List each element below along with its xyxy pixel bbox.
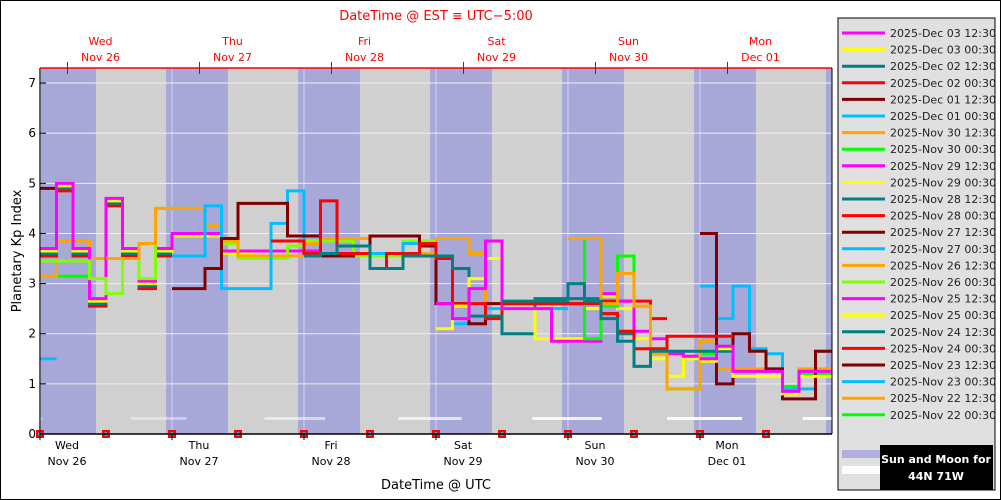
x-tick-day: Fri xyxy=(324,439,337,452)
top-tick-date: Nov 30 xyxy=(609,51,648,64)
legend-label: 2025-Nov 24 12:30 xyxy=(890,326,996,339)
sun-moon-location: 44N 71W xyxy=(908,470,964,483)
sun-moon-box xyxy=(880,445,993,490)
night-shade xyxy=(694,68,756,434)
x-tick-date: Nov 28 xyxy=(312,455,351,468)
y-tick-label: 0 xyxy=(28,427,36,441)
x-tick-day: Sat xyxy=(454,439,473,452)
legend-label: 2025-Nov 30 12:30 xyxy=(890,127,996,140)
top-axis-title: DateTime @ EST ≡ UTC−5:00 xyxy=(339,9,533,24)
legend-label: 2025-Nov 28 12:30 xyxy=(890,193,996,206)
top-tick-date: Nov 26 xyxy=(81,51,120,64)
legend-label: 2025-Dec 02 12:30 xyxy=(890,60,996,73)
y-tick-label: 6 xyxy=(28,126,36,140)
top-tick-date: Nov 28 xyxy=(345,51,384,64)
legend-moon-swatch xyxy=(842,466,885,474)
top-tick-day: Thu xyxy=(221,35,243,48)
night-shade xyxy=(562,68,624,434)
y-tick-label: 2 xyxy=(28,327,36,341)
y-tick-label: 4 xyxy=(28,226,36,240)
x-tick-date: Dec 01 xyxy=(708,455,747,468)
night-shade xyxy=(166,68,228,434)
legend-label: 2025-Nov 25 00:30 xyxy=(890,309,996,322)
legend-label: 2025-Nov 30 00:30 xyxy=(890,143,996,156)
legend-label: 2025-Nov 24 00:30 xyxy=(890,342,996,355)
legend-label: 2025-Nov 27 12:30 xyxy=(890,226,996,239)
top-tick-date: Nov 29 xyxy=(477,51,516,64)
y-tick-label: 7 xyxy=(28,76,36,90)
legend-label: 2025-Dec 02 00:30 xyxy=(890,77,996,90)
night-shade xyxy=(826,68,832,434)
moon-up-bar xyxy=(40,417,43,420)
legend-label: 2025-Nov 28 00:30 xyxy=(890,210,996,223)
series-line xyxy=(700,284,832,391)
moon-up-bar xyxy=(802,417,832,420)
top-tick-date: Nov 27 xyxy=(213,51,252,64)
legend-label: 2025-Nov 26 12:30 xyxy=(890,259,996,272)
x-tick-date: Nov 29 xyxy=(444,455,483,468)
legend-label: 2025-Nov 29 00:30 xyxy=(890,176,996,189)
top-tick-day: Wed xyxy=(89,35,113,48)
top-tick-day: Mon xyxy=(749,35,772,48)
night-shade xyxy=(430,68,492,434)
legend-label: 2025-Nov 22 00:30 xyxy=(890,409,996,422)
series-line xyxy=(700,231,832,401)
series-line xyxy=(502,282,733,368)
y-axis-label: Planetary Kp Index xyxy=(10,189,25,312)
moon-up-bar xyxy=(130,417,187,420)
top-tick-day: Fri xyxy=(358,35,371,48)
top-tick-date: Dec 01 xyxy=(741,51,780,64)
legend-label: 2025-Nov 29 12:30 xyxy=(890,160,996,173)
legend-label: 2025-Nov 27 00:30 xyxy=(890,243,996,256)
y-tick-label: 3 xyxy=(28,277,36,291)
legend-label: 2025-Nov 23 12:30 xyxy=(890,359,996,372)
moon-up-bar xyxy=(532,417,602,420)
legend-label: 2025-Nov 25 12:30 xyxy=(890,293,996,306)
top-tick-day: Sat xyxy=(487,35,506,48)
legend-label: 2025-Dec 01 00:30 xyxy=(890,110,996,123)
x-tick-date: Nov 26 xyxy=(48,455,87,468)
x-tick-day: Sun xyxy=(585,439,606,452)
legend-label: 2025-Nov 23 00:30 xyxy=(890,376,996,389)
sun-moon-label: Sun and Moon for xyxy=(881,453,991,466)
series-lines xyxy=(36,181,832,438)
y-tick-label: 1 xyxy=(28,377,36,391)
legend-label: 2025-Dec 01 12:30 xyxy=(890,93,996,106)
legend: Sun and Moon for 44N 71W 2025-Dec 03 12:… xyxy=(837,17,996,491)
legend-box xyxy=(837,17,996,491)
series-line xyxy=(40,181,321,301)
legend-label: 2025-Dec 03 12:30 xyxy=(890,27,996,40)
legend-label: 2025-Nov 22 12:30 xyxy=(890,392,996,405)
y-tick-label: 5 xyxy=(28,176,36,190)
series-line xyxy=(700,344,832,393)
axes: 0 1 2 3 4 5 6 7 Wed Nov 26 Thu Nov 27 Fri Nov 28 Sat No… xyxy=(28,35,833,468)
x-tick-day: Thu xyxy=(188,439,210,452)
legend-sun-swatch xyxy=(842,450,885,458)
x-tick-day: Wed xyxy=(55,439,79,452)
series-line xyxy=(436,239,700,358)
moon-up-bar xyxy=(667,417,743,420)
x-tick-date: Nov 27 xyxy=(180,455,219,468)
top-tick-day: Sun xyxy=(618,35,639,48)
moon-up-bar xyxy=(398,417,462,420)
x-tick-date: Nov 30 xyxy=(576,455,615,468)
moon-up-bar xyxy=(264,417,326,420)
x-axis-label: DateTime @ UTC xyxy=(381,478,491,493)
legend-label: 2025-Nov 26 00:30 xyxy=(890,276,996,289)
x-tick-day: Mon xyxy=(715,439,738,452)
legend-label: 2025-Dec 03 00:30 xyxy=(890,44,996,57)
